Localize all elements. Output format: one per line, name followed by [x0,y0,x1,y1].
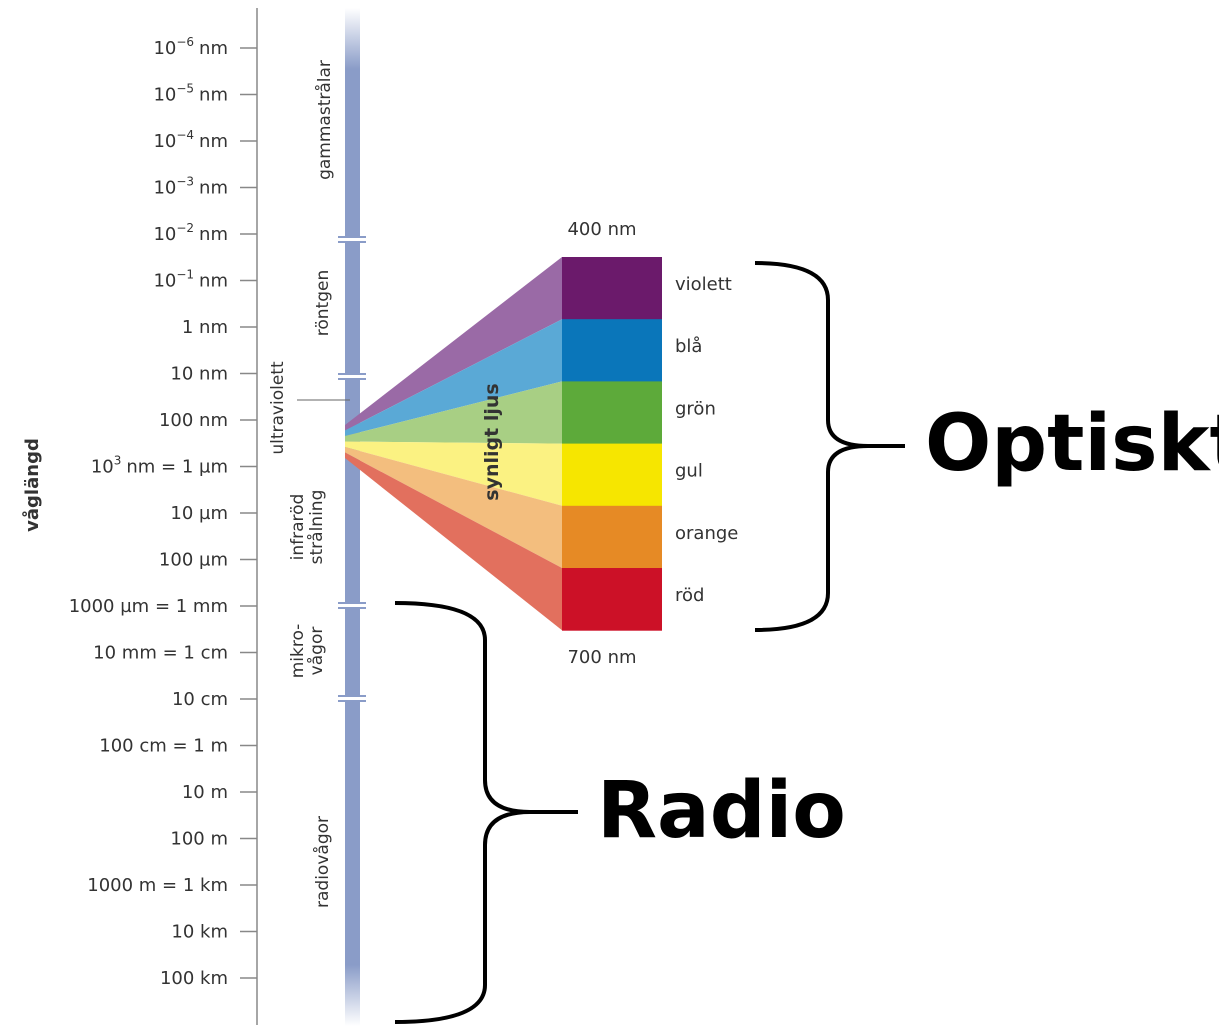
tick-label: 10 µm [170,503,228,524]
tick-label: 103 nm = 1 µm [91,454,228,478]
tick-label: 1000 µm = 1 mm [69,596,228,617]
tick-label: 10 mm = 1 cm [93,643,228,664]
tick-label: 10−5 nm [153,82,228,106]
tick-exp: −5 [176,82,194,96]
tick-unit: nm [199,224,228,245]
axis-label: våglängd [21,438,43,532]
tick-label: 100 km [160,968,228,989]
color-band [562,381,662,445]
color-label: orange [675,523,738,544]
tick-exp: −1 [176,268,194,282]
color-label: gul [675,461,703,482]
optical-label: Optiskt [925,399,1219,489]
fan-segment [345,441,562,506]
tick-exp: −2 [176,221,194,235]
color-band [562,319,662,382]
tick-base: 10 [153,131,176,152]
band-label: röntgen [313,270,333,336]
bar-gaps [345,238,360,700]
tick-unit: nm [199,38,228,59]
band-label: vågor [306,627,327,676]
band-label: mikro- [288,624,308,679]
spectrum-bar [345,8,360,1026]
tick-label: 1000 m = 1 km [87,875,228,896]
color-label: grön [675,398,716,419]
band-label: radiovågor [312,816,333,908]
tick-label: 10−2 nm [153,221,228,245]
band-label: gammastrålar [314,60,335,180]
tick-label: 10−1 nm [153,268,228,292]
fan-segment [345,381,562,444]
tick-label: 10−6 nm [153,35,228,59]
color-band [562,443,662,507]
tick-base: 10 [153,178,176,199]
fan-segment [345,447,562,568]
visible-top: 400 nm [567,219,636,240]
tick-base: 10 [153,85,176,106]
radio-label: Radio [597,766,846,856]
fan-segment [345,319,562,436]
tick-label: 1 nm [182,317,228,338]
tick-exp: −4 [176,128,194,142]
tick-label: 10 cm [172,689,228,710]
band-label: infraröd [288,494,308,561]
tick-unit: nm [199,178,228,199]
tick-unit: nm = 1 µm [126,457,228,478]
visible-label: synligt ljus [481,383,503,500]
tick-label: 10−3 nm [153,175,228,199]
color-label: violett [675,274,732,295]
tick-label: 10 km [171,922,228,943]
fan-segment [345,257,562,431]
visible-bottom: 700 nm [567,647,636,668]
tick-label: 100 cm = 1 m [99,736,228,757]
color-label: blå [675,336,702,357]
color-band [562,568,662,631]
tick-exp: 3 [114,454,122,468]
tick-base: 10 [153,224,176,245]
color-band [562,257,662,320]
tick-base: 10 [153,38,176,59]
optical-bracket [754,261,905,632]
tick-label: 100 nm [159,410,228,431]
band-label: strålning [306,490,327,565]
radio-bracket [394,601,578,1024]
tick-unit: nm [199,271,228,292]
color-label: röd [675,585,704,606]
tick-unit: nm [199,131,228,152]
color-band [562,505,662,569]
tick-base: 10 [153,271,176,292]
tick-base: 10 [91,457,114,478]
tick-exp: −6 [176,35,194,49]
tick-label: 10−4 nm [153,128,228,152]
tick-label: 100 µm [159,550,228,571]
tick-unit: nm [199,85,228,106]
tick-label: 10 m [182,782,228,803]
tick-exp: −3 [176,175,194,189]
bar-breaks [338,236,366,702]
tick-label: 10 nm [170,364,228,385]
tick-label: 100 m [170,829,228,850]
band-label: ultraviolett [268,361,288,455]
fan-segment [345,452,562,631]
